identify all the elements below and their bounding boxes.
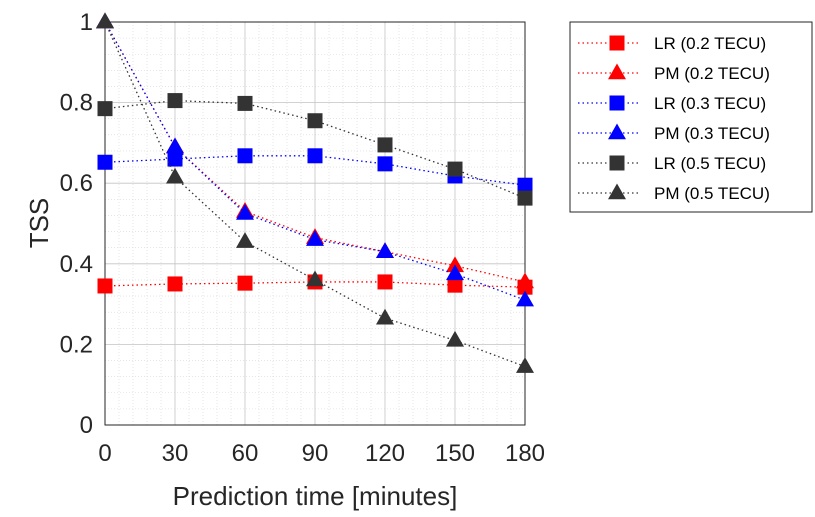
legend: LR (0.2 TECU) PM (0.2 TECU) LR (0.3 TECU) P… bbox=[569, 21, 813, 213]
data-point bbox=[517, 190, 533, 206]
data-point bbox=[447, 277, 463, 293]
data-point bbox=[446, 256, 464, 273]
y-tick-labels: 0 0.2 0.4 0.6 0.8 1 bbox=[60, 9, 93, 439]
data-point bbox=[306, 270, 324, 287]
x-tick-label: 150 bbox=[435, 440, 475, 467]
legend-marker bbox=[608, 63, 626, 80]
data-point bbox=[377, 274, 393, 290]
data-point bbox=[377, 137, 393, 153]
plot-area-border bbox=[104, 21, 526, 426]
data-point bbox=[516, 357, 534, 373]
data-point bbox=[517, 177, 533, 193]
y-tick-label: 0.4 bbox=[60, 251, 93, 278]
x-tick-label: 0 bbox=[98, 440, 111, 467]
legend-entry: PM (0.2 TECU) bbox=[578, 63, 770, 83]
data-point bbox=[97, 154, 113, 170]
data-point bbox=[237, 275, 253, 291]
legend-label: PM (0.3 TECU) bbox=[654, 124, 770, 143]
y-tick-label: 1 bbox=[80, 9, 93, 36]
data-point bbox=[307, 148, 323, 164]
y-tick-label: 0.2 bbox=[60, 331, 93, 358]
x-tick-label: 60 bbox=[232, 440, 259, 467]
y-tick-label: 0.8 bbox=[60, 90, 93, 117]
data-point bbox=[446, 264, 464, 281]
data-point bbox=[236, 203, 254, 220]
data-point bbox=[166, 167, 184, 184]
data-point bbox=[377, 156, 393, 172]
data-point bbox=[307, 113, 323, 129]
legend-label: LR (0.2 TECU) bbox=[654, 34, 766, 53]
legend-marker bbox=[609, 95, 625, 111]
legend-marker bbox=[609, 155, 625, 171]
data-point bbox=[236, 232, 254, 248]
y-axis-title: TSS bbox=[24, 198, 54, 249]
data-point bbox=[167, 276, 183, 292]
legend-entry: LR (0.2 TECU) bbox=[578, 34, 766, 53]
legend-label: PM (0.5 TECU) bbox=[654, 184, 770, 203]
x-tick-label: 30 bbox=[162, 440, 189, 467]
x-axis-title: Prediction time [minutes] bbox=[173, 481, 458, 511]
legend-marker bbox=[608, 123, 626, 140]
data-point bbox=[237, 95, 253, 111]
data-point bbox=[96, 12, 114, 29]
data-point bbox=[376, 242, 394, 259]
legend-box bbox=[569, 21, 813, 213]
series-5 bbox=[97, 93, 533, 206]
data-point bbox=[166, 137, 184, 154]
data-point bbox=[167, 93, 183, 109]
legend-entry: LR (0.5 TECU) bbox=[578, 154, 766, 173]
series-layer bbox=[96, 12, 534, 373]
y-tick-label: 0.6 bbox=[60, 170, 93, 197]
data-point bbox=[237, 148, 253, 164]
legend-entry: PM (0.3 TECU) bbox=[578, 123, 770, 143]
data-point bbox=[516, 290, 534, 307]
legend-entry: LR (0.3 TECU) bbox=[578, 94, 766, 113]
data-point bbox=[516, 272, 534, 289]
x-tick-label: 120 bbox=[365, 440, 405, 467]
legend-label: LR (0.5 TECU) bbox=[654, 154, 766, 173]
legend-label: LR (0.3 TECU) bbox=[654, 94, 766, 113]
data-point bbox=[97, 278, 113, 294]
data-point bbox=[446, 330, 464, 347]
data-point bbox=[306, 230, 324, 246]
legend-entry: PM (0.5 TECU) bbox=[578, 183, 770, 203]
y-tick-label: 0 bbox=[80, 412, 93, 439]
data-point bbox=[97, 101, 113, 117]
x-tick-labels: 0 30 60 90 120 150 180 bbox=[98, 440, 545, 467]
data-point bbox=[447, 161, 463, 177]
x-tick-label: 180 bbox=[505, 440, 545, 467]
x-tick-label: 90 bbox=[302, 440, 329, 467]
legend-label: PM (0.2 TECU) bbox=[654, 64, 770, 83]
legend-marker bbox=[608, 183, 626, 200]
data-point bbox=[167, 151, 183, 167]
series-6 bbox=[96, 12, 534, 373]
legend-marker bbox=[609, 35, 625, 51]
data-point bbox=[376, 308, 394, 325]
